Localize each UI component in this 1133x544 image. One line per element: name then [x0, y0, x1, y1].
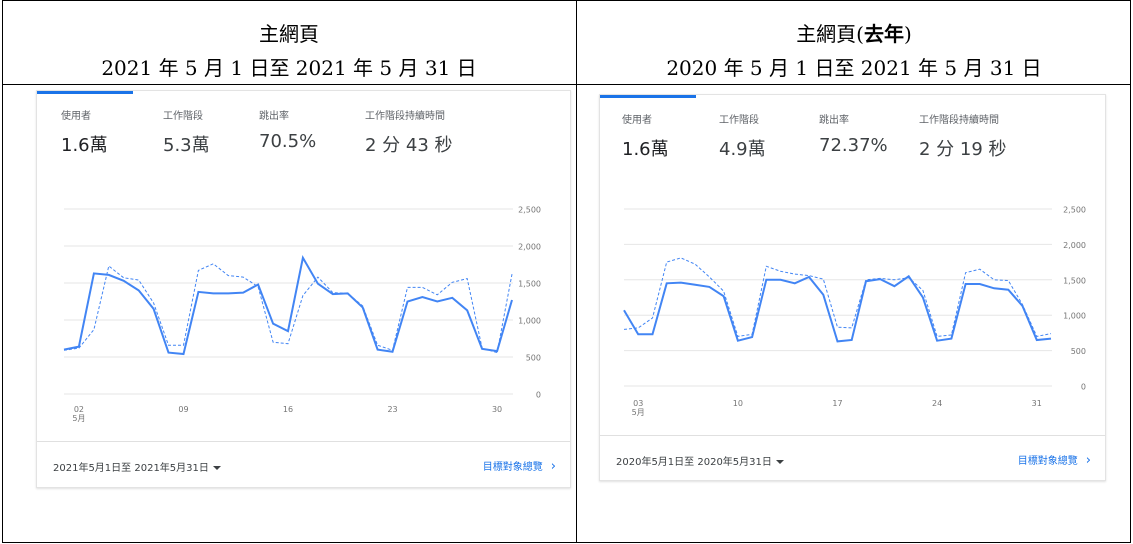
x-tick-label: 31 [1032, 399, 1042, 408]
x-tick-sublabel: 5月 [632, 408, 645, 417]
metric-label: 使用者 [61, 111, 91, 122]
y-tick-label: 500 [1071, 347, 1086, 356]
x-tick-sublabel: 5月 [72, 414, 85, 423]
metric-users[interactable]: 使用者 1.6萬 [61, 107, 108, 157]
metric-value: 2 分 43 秒 [365, 135, 453, 156]
metric-label: 工作階段持續時間 [365, 111, 445, 122]
x-tick-label: 10 [733, 399, 743, 408]
analytics-card-current: 使用者 1.6萬 工作階段 5.3萬 跳出率 70.5% 工作階段持續時間 2 … [36, 90, 571, 488]
audience-overview-label: 目標對象總覽 [1017, 456, 1078, 467]
y-tick-label: 1,000 [1063, 312, 1086, 321]
x-tick-label: 17 [832, 399, 842, 408]
active-tab-indicator [600, 95, 696, 98]
chevron-right-icon: › [550, 459, 556, 474]
caret-down-icon [775, 460, 784, 464]
x-tick-label: 30 [492, 405, 502, 414]
series-line-comparison [63, 263, 513, 354]
caret-down-icon [212, 466, 221, 470]
date-range-selector[interactable]: 2021年5月1日至 2021年5月31日 [53, 459, 221, 474]
metric-session-duration[interactable]: 工作階段持續時間 2 分 43 秒 [365, 107, 453, 157]
date-range-selector[interactable]: 2020年5月1日至 2020年5月31日 [616, 453, 784, 468]
audience-overview-link[interactable]: 目標對象總覽 › [1018, 452, 1091, 468]
y-tick-label: 2,500 [1063, 206, 1086, 215]
y-tick-label: 1,500 [518, 280, 541, 289]
column-divider [576, 0, 577, 543]
x-tick-label: 16 [283, 405, 293, 414]
metric-bounce-rate[interactable]: 跳出率 70.5% [259, 107, 316, 152]
date-range-label: 2020年5月1日至 2020年5月31日 [616, 457, 772, 468]
line-chart[interactable]: 2,500 2,000 1,500 1,000 500 0 02 09 16 23 30 5月 [37, 91, 570, 441]
y-tick-label: 0 [1081, 383, 1086, 392]
metric-value: 72.37% [819, 135, 888, 156]
y-tick-label: 2,000 [1063, 241, 1086, 250]
metric-sessions[interactable]: 工作階段 5.3萬 [163, 107, 210, 157]
metric-value: 5.3萬 [163, 135, 210, 156]
audience-overview-link[interactable]: 目標對象總覽 › [483, 458, 556, 474]
y-tick-label: 2,000 [518, 243, 541, 252]
metric-bounce-rate[interactable]: 跳出率 72.37% [819, 111, 888, 156]
metric-label: 工作階段持續時間 [919, 115, 999, 126]
metric-label: 工作階段 [163, 111, 203, 122]
y-tick-label: 1,000 [518, 317, 541, 326]
metric-sessions[interactable]: 工作階段 4.9萬 [719, 111, 766, 161]
y-tick-label: 0 [536, 391, 541, 400]
y-tick-label: 2,500 [518, 206, 541, 215]
metric-session-duration[interactable]: 工作階段持續時間 2 分 19 秒 [919, 111, 1007, 161]
x-tick-label: 09 [178, 405, 188, 414]
metric-value: 1.6萬 [622, 139, 669, 160]
row-divider-left [2, 84, 576, 85]
right-title: 主網頁(去年) [577, 18, 1131, 47]
x-tick-label: 03 [633, 399, 643, 408]
left-date-range: 2021 年 5 月 1 日至 2021 年 5 月 31 日 [101, 56, 477, 80]
series-line-current [623, 274, 1052, 343]
metric-label: 跳出率 [819, 115, 849, 126]
audience-overview-label: 目標對象總覽 [482, 462, 543, 473]
card-footer: 2021年5月1日至 2021年5月31日 目標對象總覽 › [37, 441, 570, 488]
metric-label: 使用者 [622, 115, 652, 126]
analytics-card-last-year: 使用者 1.6萬 工作階段 4.9萬 跳出率 72.37% 工作階段持續時間 2… [599, 94, 1106, 481]
left-title: 主網頁 [259, 22, 319, 46]
metric-value: 4.9萬 [719, 139, 766, 160]
active-tab-indicator [37, 91, 133, 94]
x-tick-label: 23 [387, 405, 397, 414]
x-tick-label: 02 [74, 405, 84, 414]
metric-value: 70.5% [259, 131, 317, 152]
y-tick-label: 500 [526, 354, 541, 363]
row-divider-right [577, 84, 1131, 85]
series-line-comparison [623, 257, 1052, 337]
date-range-label: 2021年5月1日至 2021年5月31日 [53, 463, 209, 474]
metric-label: 跳出率 [259, 111, 289, 122]
card-footer: 2020年5月1日至 2020年5月31日 目標對象總覽 › [600, 435, 1105, 482]
metric-label: 工作階段 [719, 115, 759, 126]
chevron-right-icon: › [1085, 453, 1091, 468]
metric-users[interactable]: 使用者 1.6萬 [622, 111, 669, 161]
right-date-range: 2020 年 5 月 1 日至 2021 年 5 月 31 日 [666, 56, 1042, 80]
line-chart[interactable]: 2,500 2,000 1,500 1,000 500 0 03 10 17 24 31 5月 [600, 95, 1105, 435]
series-line-current [63, 255, 513, 356]
metric-value: 1.6萬 [61, 135, 108, 156]
right-title-strong: 去年 [864, 22, 904, 46]
y-tick-label: 1,500 [1063, 276, 1086, 285]
right-title-suffix: ) [904, 22, 912, 46]
right-title-prefix: 主網頁( [796, 22, 864, 46]
x-tick-label: 24 [932, 399, 942, 408]
metric-value: 2 分 19 秒 [919, 139, 1007, 160]
